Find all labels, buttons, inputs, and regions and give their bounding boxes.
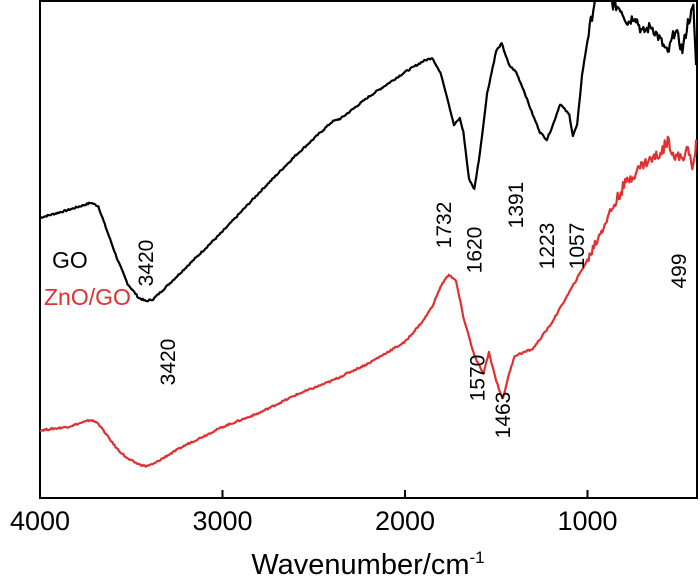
- x-tick-label: 2000: [375, 506, 435, 536]
- peak-label: 1223: [536, 223, 559, 270]
- series-line-go: [39, 0, 698, 303]
- peak-label: 1057: [566, 223, 589, 270]
- peak-label: 1463: [492, 392, 515, 439]
- peak-label: 3420: [157, 339, 180, 386]
- x-tick-label: 3000: [192, 506, 252, 536]
- peak-label: 1732: [433, 202, 456, 249]
- peak-label: 1620: [463, 227, 486, 274]
- x-tick-label: 1000: [557, 506, 617, 536]
- peak-label: 1570: [466, 355, 489, 402]
- x-tick-label: 4000: [10, 506, 70, 536]
- series-line-zno-go: [39, 135, 698, 468]
- series-label-go: GO: [52, 247, 88, 273]
- peak-label: 3420: [135, 240, 158, 287]
- peak-label: 1391: [505, 182, 528, 229]
- peak-label: 499: [668, 253, 691, 288]
- series-layer: [39, 0, 698, 468]
- x-axis-title-superscript: -1: [469, 548, 484, 567]
- x-axis-title: Wavenumber/cm-1: [251, 548, 484, 581]
- series-label-zno-go: ZnO/GO: [44, 284, 131, 310]
- x-axis-ticks: 4000 3000 2000 1000: [10, 490, 618, 536]
- plot-frame: [39, 0, 698, 499]
